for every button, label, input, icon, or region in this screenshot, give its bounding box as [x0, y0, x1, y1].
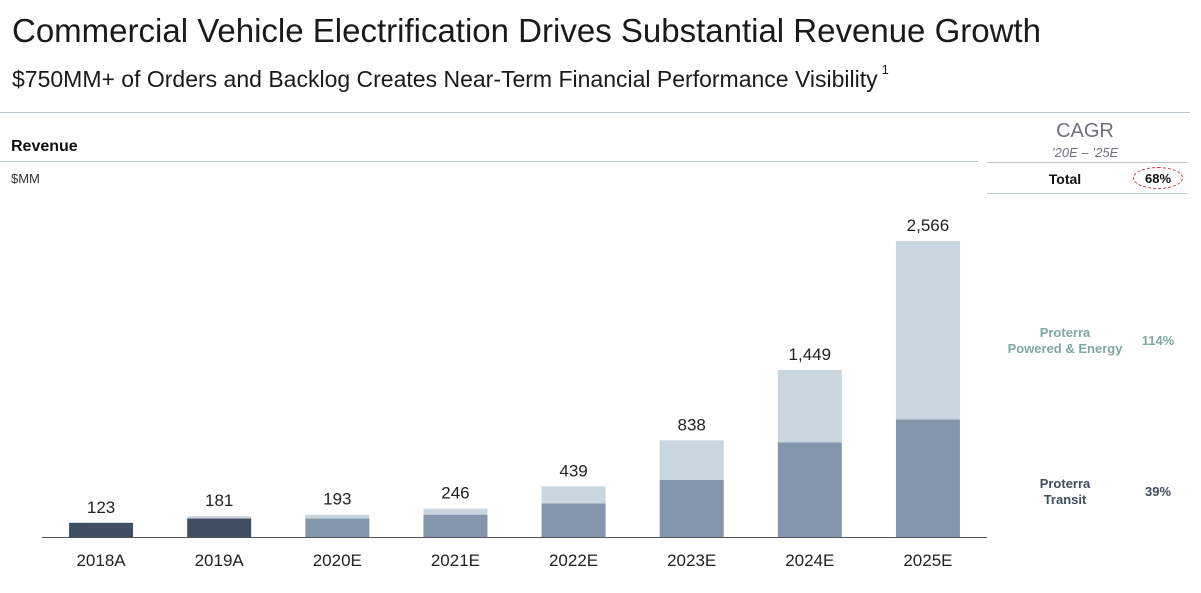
total-label-2023E: 838: [678, 415, 706, 434]
footnote-marker: 1: [881, 62, 889, 78]
legend-powered-energy-line1: Proterra: [1039, 325, 1091, 340]
bar-transit-2020E: [305, 518, 370, 537]
legend-transit-line2: Transit: [1043, 492, 1087, 507]
chart-title: Revenue: [11, 138, 78, 155]
total-label-2022E: 439: [559, 461, 587, 480]
total-label-2019A: 181: [205, 491, 233, 510]
x-tick-2021E: 2021E: [431, 551, 480, 570]
cagr-powered-energy-value: 114%: [1141, 333, 1175, 348]
bar-transit-2024E: [777, 442, 842, 537]
chart-title-divider: [0, 161, 978, 162]
bar-powered-energy-2021E: [423, 508, 488, 515]
bar-powered-energy-2022E: [541, 486, 606, 504]
x-tick-2023E: 2023E: [667, 551, 716, 570]
x-tick-2025E: 2025E: [903, 551, 952, 570]
bar-powered-energy-2024E: [777, 369, 842, 443]
cagr-total-value: 68%: [1133, 167, 1183, 189]
total-label-2025E: 2,566: [907, 216, 950, 235]
bar-transit-2023E: [659, 480, 724, 537]
legend-transit: Proterra Transit: [1020, 476, 1110, 508]
bar-powered-energy-2025E: [895, 241, 960, 420]
cagr-period: ’20E – ’25E: [1051, 145, 1119, 160]
page-title: Commercial Vehicle Electrification Drive…: [12, 12, 1041, 49]
total-label-2020E: 193: [323, 490, 351, 509]
header-divider: [0, 112, 1190, 113]
bar-transit-2022E: [541, 503, 606, 537]
x-tick-2019A: 2019A: [195, 551, 245, 570]
x-tick-2018A: 2018A: [76, 551, 126, 570]
cagr-total-label: Total: [1048, 171, 1082, 187]
bar-transit-2018A: [69, 522, 134, 537]
legend-powered-energy: Proterra Powered & Energy: [1000, 325, 1130, 357]
bar-transit-2019A: [187, 518, 252, 537]
x-tick-2022E: 2022E: [549, 551, 598, 570]
unit-label: $MM: [11, 171, 40, 186]
bar-transit-2021E: [423, 514, 488, 537]
total-label-2024E: 1,449: [789, 345, 832, 364]
bar-powered-energy-2020E: [305, 514, 370, 519]
bar-powered-energy-2019A: [187, 516, 252, 519]
x-tick-2024E: 2024E: [785, 551, 834, 570]
cagr-divider-bottom: [987, 193, 1187, 194]
subtitle-text: $750MM+ of Orders and Backlog Creates Ne…: [12, 66, 878, 92]
cagr-divider-top: [987, 162, 1187, 163]
cagr-heading: CAGR: [1056, 120, 1114, 142]
bar-powered-energy-2023E: [659, 440, 724, 481]
cagr-transit-value: 39%: [1144, 484, 1172, 499]
x-tick-2020E: 2020E: [313, 551, 362, 570]
legend-transit-line1: Proterra: [1039, 476, 1091, 491]
legend-powered-energy-line2: Powered & Energy: [1007, 341, 1123, 356]
total-label-2021E: 246: [441, 484, 469, 503]
total-label-2018A: 123: [87, 498, 115, 517]
bar-transit-2025E: [895, 419, 960, 537]
page-subtitle: $750MM+ of Orders and Backlog Creates Ne…: [12, 62, 889, 93]
